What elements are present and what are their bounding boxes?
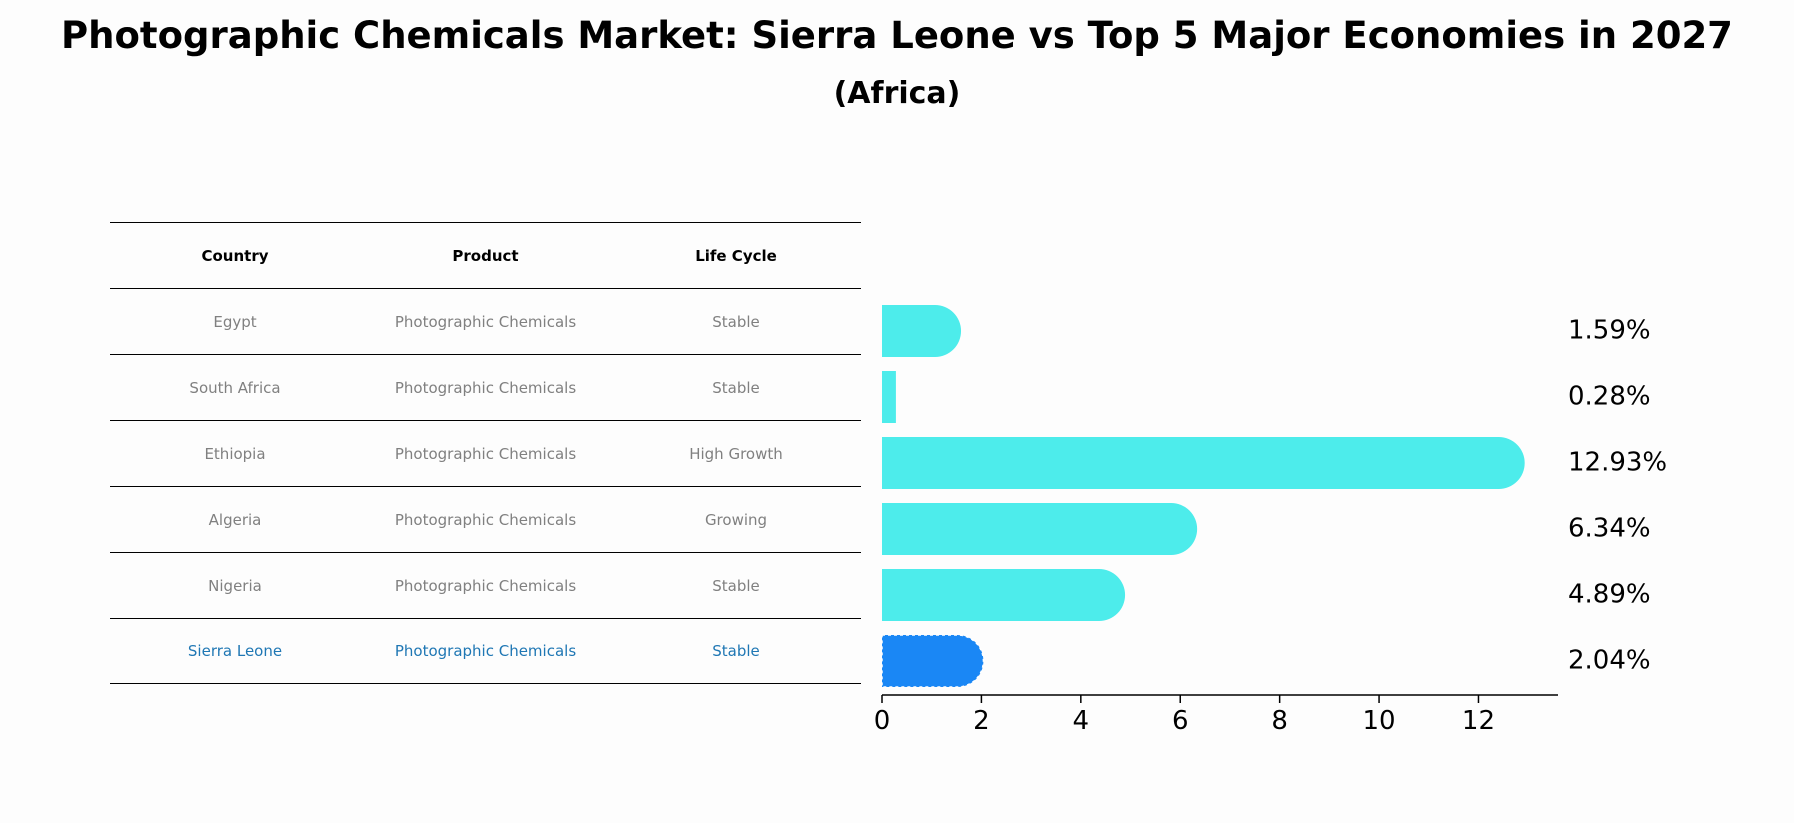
bar-algeria	[882, 503, 1198, 555]
product-cell: Photographic Chemicals	[394, 312, 577, 331]
country-cell: South Africa	[189, 378, 281, 397]
life-cycle-cell: Stable	[712, 312, 760, 331]
chart-subtitle: (Africa)	[833, 76, 961, 111]
bar-egypt	[882, 305, 962, 357]
table-row: Nigeria Photographic Chemicals Stable	[110, 552, 861, 618]
data-label: 2.04%	[1568, 646, 1651, 676]
country-cell: Egypt	[213, 312, 257, 331]
life-cycle-cell: Stable	[712, 378, 760, 397]
x-tick-label: 12	[1462, 706, 1495, 736]
data-label: 12.93%	[1568, 448, 1667, 478]
header-product: Product	[452, 246, 519, 265]
x-tick-label: 8	[1271, 706, 1288, 736]
chart-title: Photographic Chemicals Market: Sierra Le…	[61, 14, 1733, 57]
product-cell: Photographic Chemicals	[394, 642, 577, 660]
header-life-cycle: Life Cycle	[695, 246, 777, 265]
country-cell: Nigeria	[208, 576, 262, 595]
data-label: 0.28%	[1568, 382, 1651, 412]
table-row: Algeria Photographic Chemicals Growing	[110, 486, 861, 552]
product-cell: Photographic Chemicals	[394, 576, 577, 595]
table-row: South Africa Photographic Chemicals Stab…	[110, 354, 861, 420]
country-cell: Ethiopia	[204, 444, 266, 463]
x-tick-label: 2	[973, 706, 990, 736]
x-tick-label: 6	[1172, 706, 1189, 736]
life-cycle-cell: High Growth	[689, 444, 783, 463]
x-tick-label: 4	[1073, 706, 1090, 736]
product-cell: Photographic Chemicals	[394, 510, 577, 529]
data-label: 4.89%	[1568, 580, 1651, 610]
life-cycle-cell: Growing	[704, 510, 768, 529]
country-cell: Sierra Leone	[187, 642, 283, 660]
life-cycle-cell: Stable	[712, 576, 760, 595]
product-cell: Photographic Chemicals	[394, 378, 577, 397]
country-cell: Algeria	[208, 510, 262, 529]
table-row: Ethiopia Photographic Chemicals High Gro…	[110, 420, 861, 486]
product-cell: Photographic Chemicals	[394, 444, 577, 463]
bar-nigeria	[882, 569, 1126, 621]
data-table: Country Product Life Cycle Egypt Photogr…	[110, 222, 861, 684]
x-tick-label: 10	[1363, 706, 1396, 736]
table-header-row: Country Product Life Cycle	[110, 222, 861, 288]
bar-south-africa	[882, 371, 896, 423]
header-country: Country	[201, 246, 269, 265]
bar-ethiopia	[882, 437, 1525, 489]
life-cycle-cell: Stable	[712, 642, 760, 660]
table-row: Egypt Photographic Chemicals Stable	[110, 288, 861, 354]
table-row-highlight: Sierra Leone Photographic Chemicals Stab…	[110, 618, 861, 684]
bar-sierra-leone	[881, 634, 985, 688]
x-tick-label: 0	[874, 706, 891, 736]
data-label: 1.59%	[1568, 316, 1651, 346]
data-label: 6.34%	[1568, 514, 1651, 544]
